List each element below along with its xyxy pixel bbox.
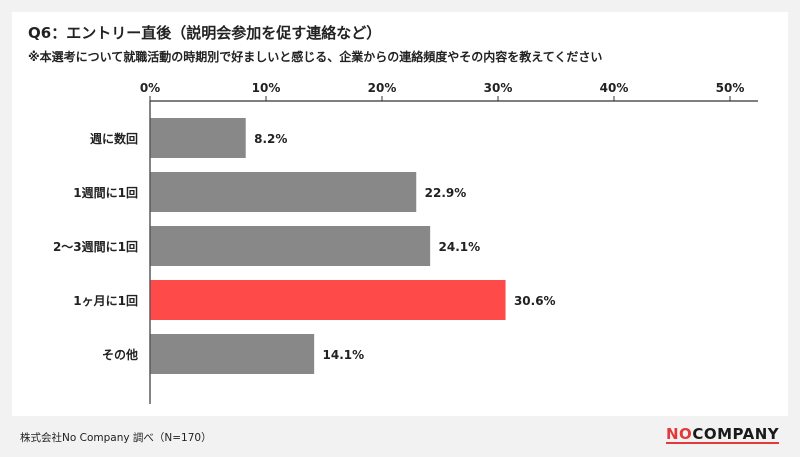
bar [150,226,431,266]
data-label: 14.1% [323,348,365,362]
data-label: 22.9% [425,186,467,200]
chart-subtitle: ※本選考について就職活動の時期別で好ましいと感じる、企業からの連絡頻度やその内容… [28,50,603,64]
category-label: 2〜3週間に1回 [53,239,138,254]
chart-card [12,12,788,416]
source-note: 株式会社No Company 調べ（N=170） [20,432,212,444]
x-tick-label: 20% [368,81,397,95]
x-tick-label: 50% [716,81,745,95]
x-tick-label: 0% [140,81,160,95]
bar [150,334,315,374]
data-label: 30.6% [514,294,556,308]
company-logo: NOCOMPANY [666,425,780,444]
bar [150,280,506,320]
data-label: 24.1% [439,240,481,254]
x-tick-label: 10% [252,81,281,95]
category-label: その他 [102,347,138,362]
x-tick-label: 30% [484,81,513,95]
bar [150,118,246,158]
logo-company: COMPANY [692,425,780,443]
data-label: 8.2% [254,132,287,146]
category-label: 1ヶ月に1回 [73,294,138,308]
chart-title: Q6：エントリー直後（説明会参加を促す連絡など） [28,24,382,42]
x-tick-label: 40% [600,81,629,95]
category-label: 1週間に1回 [73,185,138,200]
bar [150,172,417,212]
category-label: 週に数回 [90,131,138,146]
logo-no: NO [666,425,693,443]
